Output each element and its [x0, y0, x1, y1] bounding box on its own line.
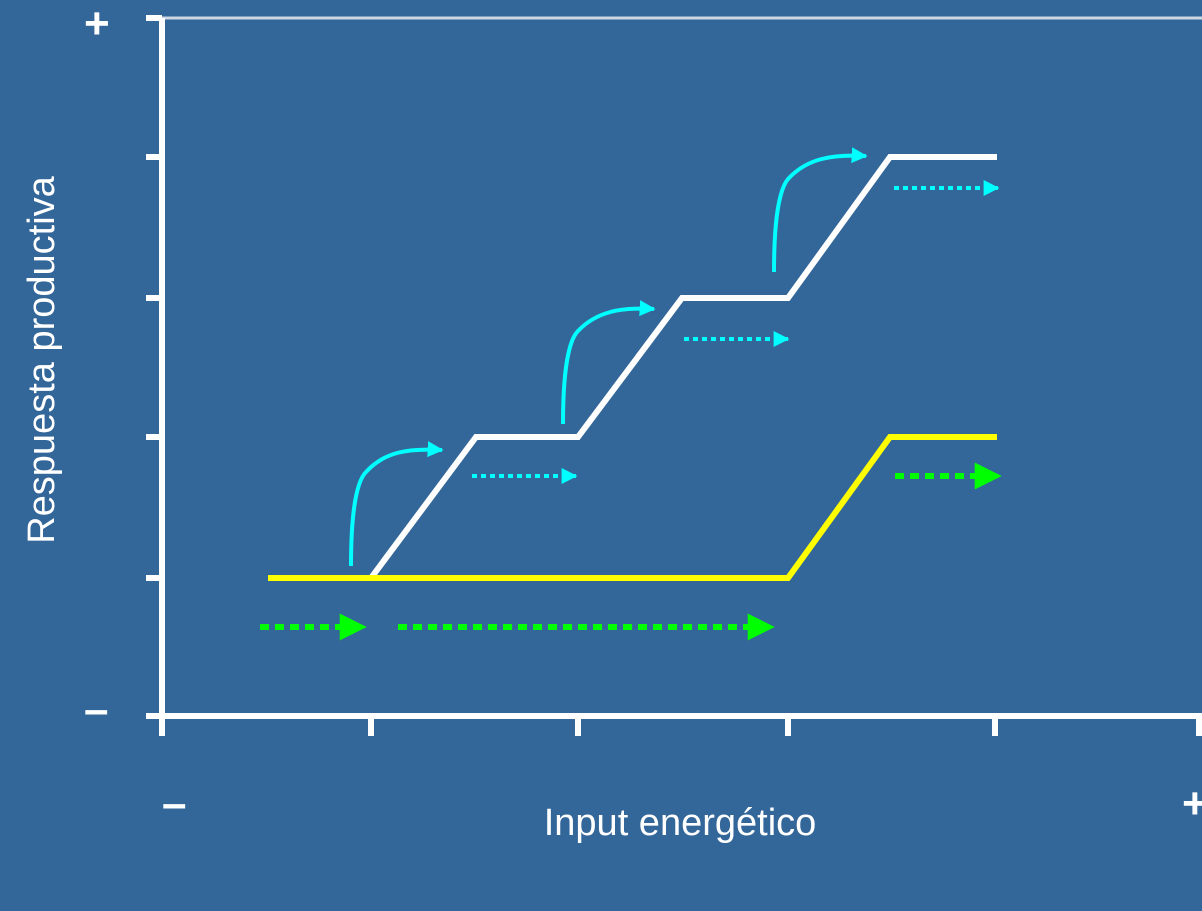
x-axis-title: Input energético: [543, 802, 817, 844]
curved-arrow-icon: [561, 300, 656, 425]
curved-arrow-icon: [772, 147, 868, 273]
curved-arrow-icon: [349, 441, 444, 567]
x-axis-min-sign: –: [162, 779, 187, 828]
y-axis-max-sign: +: [84, 0, 110, 48]
y-axis: [146, 15, 165, 719]
y-axis-min-sign: –: [84, 685, 109, 734]
x-axis-max-sign: +: [1182, 779, 1202, 828]
y-axis-title: Respuesta productiva: [21, 176, 63, 544]
x-axis: [159, 713, 1202, 736]
staircase-response-line: [268, 154, 997, 581]
baseline-response-line: [268, 434, 997, 581]
